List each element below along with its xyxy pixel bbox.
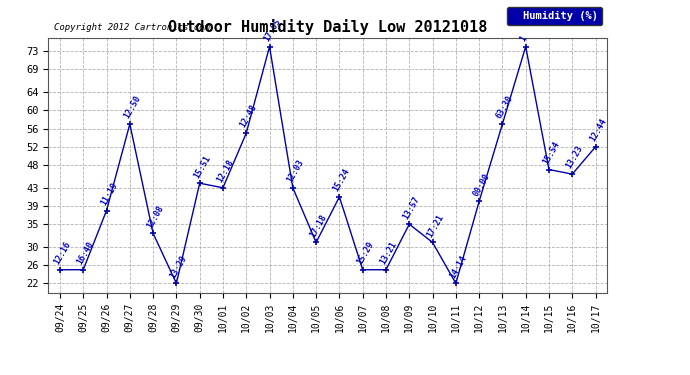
- Text: 17:05: 17:05: [262, 17, 282, 43]
- Text: 00:00: 00:00: [471, 172, 491, 198]
- Text: 63:30: 63:30: [495, 94, 515, 120]
- Text: 1: 1: [518, 34, 528, 43]
- Text: 17:21: 17:21: [425, 213, 445, 239]
- Text: Copyright 2012 Cartronics.com: Copyright 2012 Cartronics.com: [54, 23, 210, 32]
- Text: 12:44: 12:44: [588, 117, 608, 143]
- Text: 12:08: 12:08: [146, 204, 166, 230]
- Text: 12:48: 12:48: [239, 104, 259, 129]
- Title: Outdoor Humidity Daily Low 20121018: Outdoor Humidity Daily Low 20121018: [168, 19, 487, 35]
- Text: 14:14: 14:14: [448, 254, 469, 280]
- Text: 15:29: 15:29: [355, 240, 375, 266]
- Text: 1: 1: [532, 16, 538, 26]
- Text: 13:57: 13:57: [402, 194, 422, 220]
- Text: 15:24: 15:24: [332, 167, 352, 193]
- Text: 13:23: 13:23: [564, 144, 584, 171]
- Text: 15:51: 15:51: [192, 153, 212, 180]
- Text: 12:50: 12:50: [122, 94, 142, 120]
- Text: 17:18: 17:18: [308, 213, 328, 239]
- Text: 11:19: 11:19: [99, 181, 119, 207]
- Text: 16:40: 16:40: [75, 240, 96, 266]
- Text: 13:21: 13:21: [378, 240, 398, 266]
- Text: 12:18: 12:18: [215, 158, 235, 184]
- Text: 12:16: 12:16: [52, 240, 72, 266]
- Legend: Humidity (%): Humidity (%): [507, 7, 602, 26]
- Text: 12:03: 12:03: [285, 158, 305, 184]
- Text: 13:29: 13:29: [168, 254, 189, 280]
- Text: 15:54: 15:54: [541, 140, 562, 166]
